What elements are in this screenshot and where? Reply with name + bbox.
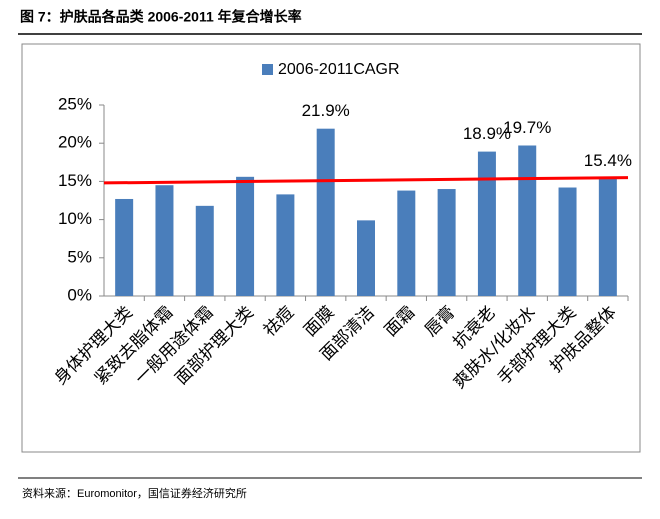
bar xyxy=(115,198,134,296)
chart-frame xyxy=(21,43,641,453)
legend-swatch xyxy=(262,64,273,75)
bar xyxy=(598,178,617,296)
y-tick-label: 10% xyxy=(58,209,92,228)
bar xyxy=(316,128,335,296)
bar xyxy=(397,190,416,296)
bar xyxy=(437,189,456,296)
bar xyxy=(155,185,174,296)
figure-title: 图 7：护肤品各品类 2006-2011 年复合增长率 xyxy=(20,9,302,25)
source-note: 资料来源：Euromonitor，国信证券经济研究所 xyxy=(22,486,247,500)
bar xyxy=(195,205,214,296)
bar xyxy=(276,194,295,296)
data-label: 21.9% xyxy=(302,101,350,120)
y-tick-label: 25% xyxy=(58,94,92,113)
x-tick-label: 面霜 xyxy=(381,303,419,341)
bar xyxy=(558,187,577,296)
y-tick-label: 0% xyxy=(67,285,92,304)
y-tick-label: 5% xyxy=(67,247,92,266)
legend-label: 2006-2011CAGR xyxy=(278,61,400,78)
bar xyxy=(357,220,375,296)
y-tick-label: 15% xyxy=(58,171,92,190)
y-tick-label: 20% xyxy=(58,133,92,152)
trend-line xyxy=(103,176,629,185)
x-tick-label: 祛痘 xyxy=(260,303,298,341)
data-label: 18.9% xyxy=(463,124,511,143)
data-label: 15.4% xyxy=(584,151,632,170)
bar xyxy=(518,145,537,296)
data-label: 19.7% xyxy=(503,118,551,137)
bar xyxy=(236,176,255,296)
bar xyxy=(477,151,496,296)
